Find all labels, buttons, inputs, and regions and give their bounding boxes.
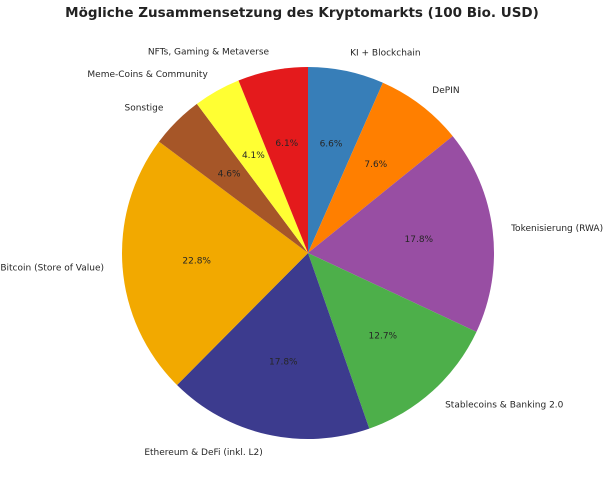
slice-ki-blockchain xyxy=(308,67,383,253)
slice-label-ethereum-defi-inkl-l2: Ethereum & DeFi (inkl. L2) xyxy=(144,448,262,458)
pct-label-sonstige: 4.6% xyxy=(218,170,241,180)
slice-label-ki-blockchain: KI + Blockchain xyxy=(350,48,421,58)
slice-tokenisierung-rwa xyxy=(308,136,495,332)
pct-label-stablecoins-banking-2-0: 12.7% xyxy=(369,331,398,341)
slice-label-meme-coins-community: Meme-Coins & Community xyxy=(87,70,208,80)
slice-meme-coins-community xyxy=(196,80,308,253)
pie-slices xyxy=(121,67,495,439)
slice-depin xyxy=(308,82,453,253)
slice-bitcoin-store-of-value xyxy=(121,141,308,386)
slice-sonstige xyxy=(159,103,308,253)
pct-label-bitcoin-store-of-value: 22.8% xyxy=(182,257,211,267)
pct-label-ethereum-defi-inkl-l2: 17.8% xyxy=(269,357,298,367)
slice-label-stablecoins-banking-2-0: Stablecoins & Banking 2.0 xyxy=(445,400,564,410)
pct-label-nfts-gaming-metaverse: 6.1% xyxy=(275,139,298,149)
slice-label-bitcoin-store-of-value: Bitcoin (Store of Value) xyxy=(0,264,104,274)
pie-labels: 6.6% KI + Blockchain 7.6% DePIN 17.8% Tokenis… xyxy=(0,48,603,458)
chart-title: Mögliche Zusammensetzung des Kryptomarkt… xyxy=(65,5,539,21)
pct-label-ki-blockchain: 6.6% xyxy=(320,139,343,149)
slice-stablecoins-banking-2-0 xyxy=(308,253,477,429)
pct-label-depin: 7.6% xyxy=(364,160,387,170)
slice-nfts-gaming-metaverse xyxy=(238,67,308,253)
slice-ethereum-defi-inkl-l2 xyxy=(177,253,370,439)
pct-label-meme-coins-community: 4.1% xyxy=(242,151,265,161)
slice-label-tokenisierung-rwa: Tokenisierung (RWA) xyxy=(510,224,603,234)
slice-label-nfts-gaming-metaverse: NFTs, Gaming & Metaverse xyxy=(148,48,270,58)
pct-label-tokenisierung-rwa: 17.8% xyxy=(405,235,434,245)
slice-label-sonstige: Sonstige xyxy=(124,104,163,114)
slice-label-depin: DePIN xyxy=(432,86,459,96)
